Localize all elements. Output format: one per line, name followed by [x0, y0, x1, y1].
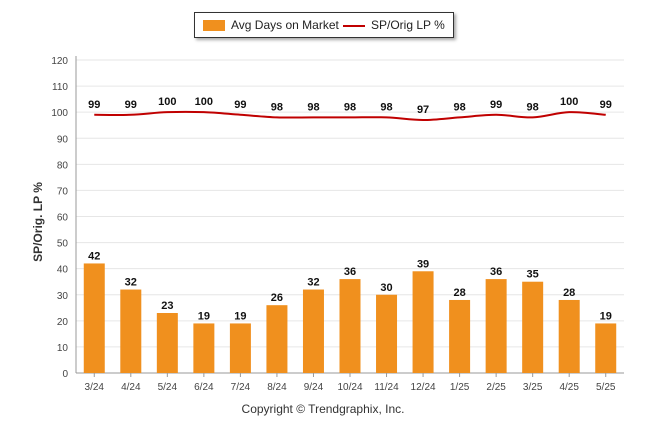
bar [83, 263, 105, 373]
line-data-label: 99 [600, 99, 612, 111]
bar [266, 305, 288, 373]
bar-data-label: 35 [527, 269, 539, 281]
x-tick-label: 7/24 [231, 382, 251, 393]
y-tick-label: 70 [57, 186, 69, 197]
y-tick-label: 40 [57, 265, 69, 276]
legend-bar-swatch [203, 20, 225, 31]
y-tick-label: 100 [51, 108, 68, 119]
line-data-label: 98 [344, 101, 356, 113]
y-tick-label: 120 [51, 56, 68, 67]
line-data-label: 99 [125, 99, 137, 111]
y-tick-label: 20 [57, 317, 69, 328]
x-tick-label: 11/24 [374, 382, 399, 393]
bar-data-label: 23 [161, 300, 173, 312]
x-tick-label: 5/25 [596, 382, 616, 393]
x-tick-label: 2/25 [486, 382, 506, 393]
x-tick-label: 10/24 [337, 382, 362, 393]
line-data-label: 100 [158, 96, 176, 108]
legend-line-label: SP/Orig LP % [371, 18, 445, 32]
bar-data-label: 19 [198, 310, 210, 322]
bar [376, 294, 398, 373]
x-tick-label: 12/24 [411, 382, 436, 393]
line-data-label: 98 [307, 101, 319, 113]
line-data-label: 98 [271, 101, 283, 113]
bar [485, 279, 507, 373]
x-tick-label: 4/24 [121, 382, 141, 393]
x-tick-label: 6/24 [194, 382, 214, 393]
bar [339, 279, 361, 373]
bar [449, 299, 471, 373]
line-data-label: 100 [560, 96, 578, 108]
bar-data-label: 26 [271, 292, 283, 304]
x-tick-label: 3/24 [85, 382, 105, 393]
line-series-sp-orig-lp [94, 110, 606, 121]
x-tick-label: 3/25 [523, 382, 543, 393]
y-tick-label: 60 [57, 213, 69, 224]
y-tick-label: 110 [52, 82, 68, 93]
bar-data-label: 36 [344, 266, 356, 278]
y-tick-label: 80 [57, 160, 69, 171]
line-data-label: 99 [490, 99, 502, 111]
x-tick-label: 5/24 [158, 382, 178, 393]
bar [302, 289, 324, 373]
line-data-label: 97 [417, 104, 429, 116]
x-tick-label: 9/24 [304, 382, 324, 393]
y-tick-label: 50 [57, 239, 69, 250]
bar-data-label: 19 [234, 310, 246, 322]
line-data-label: 98 [380, 101, 392, 113]
bar-data-label: 42 [88, 250, 100, 262]
legend-bar-label: Avg Days on Market [231, 18, 339, 32]
bar [558, 299, 580, 373]
bar-data-label: 28 [563, 287, 575, 299]
line-data-label: 100 [195, 96, 213, 108]
bar-data-label: 19 [600, 310, 612, 322]
bar [193, 323, 215, 373]
x-tick-label: 1/25 [450, 382, 470, 393]
bar [412, 271, 434, 373]
bar-data-label: 36 [490, 266, 502, 278]
line-data-label: 99 [88, 99, 100, 111]
bar [595, 323, 617, 373]
bar [156, 313, 178, 373]
bar [522, 281, 544, 373]
bar-data-label: 30 [380, 282, 392, 294]
line-data-label: 98 [453, 101, 465, 113]
bar-data-label: 32 [125, 277, 137, 289]
line-data-label: 98 [527, 101, 539, 113]
x-tick-label: 8/24 [267, 382, 287, 393]
bar [229, 323, 251, 373]
bar-data-label: 39 [417, 258, 429, 270]
y-tick-label: 90 [57, 134, 69, 145]
x-tick-label: 4/25 [559, 382, 579, 393]
y-tick-label: 30 [57, 291, 69, 302]
line-data-label: 99 [234, 99, 246, 111]
copyright-text: Copyright © Trendgraphix, Inc. [241, 402, 405, 416]
bar-data-label: 32 [307, 277, 319, 289]
legend: Avg Days on Market SP/Orig LP % [194, 12, 454, 38]
y-tick-label: 10 [57, 343, 69, 354]
bar [120, 289, 142, 373]
legend-line-swatch [343, 25, 365, 27]
bar-data-label: 28 [453, 287, 465, 299]
y-tick-label: 0 [62, 369, 68, 380]
y-axis-label: SP/Orig. LP % [31, 182, 45, 262]
